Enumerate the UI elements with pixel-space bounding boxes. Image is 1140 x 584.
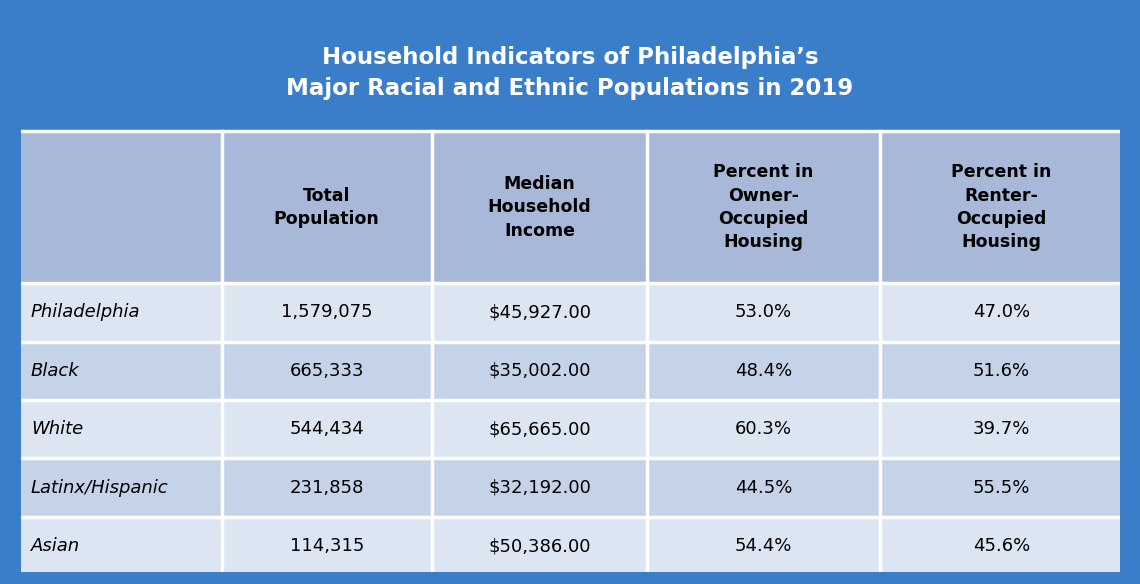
- Text: 44.5%: 44.5%: [735, 479, 792, 496]
- Bar: [17, 517, 1123, 575]
- Text: Total
Population: Total Population: [274, 187, 380, 228]
- Text: $32,192.00: $32,192.00: [488, 479, 591, 496]
- Text: Philadelphia: Philadelphia: [31, 304, 140, 321]
- Text: $65,665.00: $65,665.00: [488, 420, 591, 438]
- Text: 39.7%: 39.7%: [972, 420, 1029, 438]
- Text: 1,579,075: 1,579,075: [280, 304, 373, 321]
- Text: Household Indicators of Philadelphia’s
Major Racial and Ethnic Populations in 20: Household Indicators of Philadelphia’s M…: [286, 46, 854, 100]
- Text: 55.5%: 55.5%: [972, 479, 1029, 496]
- Text: $35,002.00: $35,002.00: [488, 362, 591, 380]
- Text: 544,434: 544,434: [290, 420, 364, 438]
- Text: 665,333: 665,333: [290, 362, 364, 380]
- Bar: [17, 400, 1123, 458]
- Text: Asian: Asian: [31, 537, 80, 555]
- Text: Black: Black: [31, 362, 80, 380]
- Text: Percent in
Owner-
Occupied
Housing: Percent in Owner- Occupied Housing: [714, 164, 814, 251]
- Bar: [17, 131, 1123, 283]
- Text: Percent in
Renter-
Occupied
Housing: Percent in Renter- Occupied Housing: [951, 164, 1051, 251]
- Text: Median
Household
Income: Median Household Income: [488, 175, 592, 239]
- Text: 60.3%: 60.3%: [735, 420, 792, 438]
- Text: 45.6%: 45.6%: [972, 537, 1029, 555]
- Text: 47.0%: 47.0%: [972, 304, 1029, 321]
- Text: $50,386.00: $50,386.00: [488, 537, 591, 555]
- Text: Latinx/Hispanic: Latinx/Hispanic: [31, 479, 169, 496]
- Text: 54.4%: 54.4%: [735, 537, 792, 555]
- Bar: [17, 342, 1123, 400]
- Bar: [17, 458, 1123, 517]
- Bar: [17, 15, 1123, 131]
- Bar: [17, 283, 1123, 342]
- Text: 231,858: 231,858: [290, 479, 364, 496]
- Text: 53.0%: 53.0%: [735, 304, 792, 321]
- Text: 48.4%: 48.4%: [735, 362, 792, 380]
- Text: White: White: [31, 420, 83, 438]
- Text: 51.6%: 51.6%: [972, 362, 1029, 380]
- Text: $45,927.00: $45,927.00: [488, 304, 592, 321]
- Text: 114,315: 114,315: [290, 537, 364, 555]
